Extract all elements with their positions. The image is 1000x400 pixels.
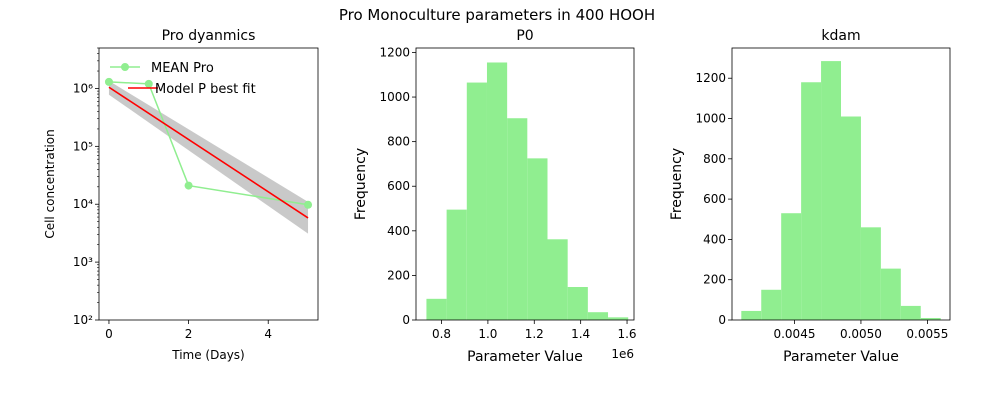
y-tick-label: 10² xyxy=(73,313,93,327)
plot-area xyxy=(741,61,941,320)
chart-panel-3: kdam Parameter Value Frequency 0 200 400 600 80… xyxy=(669,28,951,365)
x-tick-label: 1.6 xyxy=(617,327,636,341)
x-tick-label: 1.2 xyxy=(525,327,544,341)
y-tick-label: 600 xyxy=(387,179,410,193)
histogram-bar xyxy=(507,118,528,320)
chart-panel-2: P0 Parameter Value Frequency 0 200 400 600 800 1… xyxy=(353,28,637,365)
histogram-bar xyxy=(860,227,881,320)
y-axis-label: Cell concentration xyxy=(43,129,57,238)
axes-frame xyxy=(731,47,951,321)
data-point xyxy=(184,181,193,190)
histogram-bar xyxy=(446,209,467,320)
plot-area xyxy=(426,62,629,320)
plot-area xyxy=(104,77,313,234)
data-point xyxy=(144,79,153,88)
histogram-bar xyxy=(466,82,487,320)
legend-label: MEAN Pro xyxy=(151,61,214,76)
x-tick-label: 4 xyxy=(264,327,272,341)
y-tick-label: 10⁵ xyxy=(73,139,93,153)
histogram-bar xyxy=(781,213,802,320)
x-tick-label: 0.8 xyxy=(432,327,451,341)
y-axis-label: Frequency xyxy=(669,148,685,220)
histogram-bar xyxy=(841,116,861,320)
x-axis-label: Parameter Value xyxy=(467,349,583,365)
y-tick-label: 1200 xyxy=(379,45,410,59)
x-axis-label: Parameter Value xyxy=(783,349,899,365)
histogram-bar xyxy=(761,289,782,320)
x-tick-label: 1.0 xyxy=(478,327,497,341)
x-tick-label: 0.0055 xyxy=(906,327,948,341)
histogram-bar xyxy=(587,312,609,320)
x-axis-label: Time (Days) xyxy=(171,348,245,362)
histogram-bar xyxy=(880,268,901,320)
histogram-bar xyxy=(821,61,841,320)
y-tick-label: 0 xyxy=(718,313,726,327)
y-tick-label: 1200 xyxy=(695,71,726,85)
data-point xyxy=(304,200,313,209)
series-line-2 xyxy=(108,86,309,219)
histogram-bar xyxy=(547,239,568,320)
y-tick-label: 800 xyxy=(703,152,726,166)
chart-title: Pro dyanmics xyxy=(162,28,256,44)
y-axis-label: Frequency xyxy=(353,148,369,220)
figure-suptitle: Pro Monoculture parameters in 400 HOOH xyxy=(339,6,655,24)
y-tick-label: 400 xyxy=(703,232,726,246)
chart-panel-1: Pro dyanmics Time (Days) Cell concentratio… xyxy=(43,28,319,362)
y-tick-label: 10³ xyxy=(73,255,93,269)
y-tick-label: 800 xyxy=(387,135,410,149)
x-tick-label: 2 xyxy=(185,327,193,341)
histogram-bar xyxy=(900,305,921,320)
histogram-bar xyxy=(426,298,447,320)
y-tick-label: 200 xyxy=(703,273,726,287)
data-point xyxy=(104,77,113,86)
x-tick-label: 0.0050 xyxy=(840,327,882,341)
x-tick-label: 1.4 xyxy=(571,327,590,341)
histogram-bar xyxy=(567,287,588,320)
legend-swatch-marker xyxy=(121,63,129,71)
y-tick-label: 200 xyxy=(387,268,410,282)
y-tick-label: 600 xyxy=(703,192,726,206)
y-tick-label: 1000 xyxy=(379,90,410,104)
series-line-1 xyxy=(108,81,309,206)
histogram-bar xyxy=(486,62,508,320)
histogram-bar xyxy=(527,158,548,320)
y-tick-label: 1000 xyxy=(695,112,726,126)
legend: MEAN Pro Model P best fit xyxy=(110,61,256,97)
chart-title: P0 xyxy=(516,28,533,44)
axes-frame xyxy=(98,47,319,321)
x-offset-text: 1e6 xyxy=(611,347,634,361)
y-tick-label: 0 xyxy=(402,313,410,327)
y-tick-label: 10⁶ xyxy=(73,81,93,95)
legend-label: Model P best fit xyxy=(155,82,256,97)
y-tick-label: 10⁴ xyxy=(73,197,93,211)
x-tick-label: 0.0045 xyxy=(773,327,815,341)
x-tick-label: 0 xyxy=(105,327,113,341)
histogram-bar xyxy=(741,310,762,320)
axes-frame xyxy=(415,47,635,321)
histogram-bar xyxy=(608,317,629,320)
histogram-bar xyxy=(920,317,941,320)
y-tick-label: 400 xyxy=(387,224,410,238)
histogram-bar xyxy=(801,82,822,320)
chart-title: kdam xyxy=(821,28,860,44)
